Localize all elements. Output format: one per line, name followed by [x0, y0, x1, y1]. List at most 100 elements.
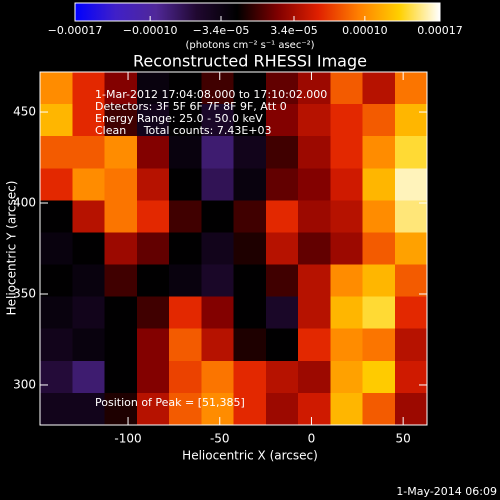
heatmap [40, 72, 428, 426]
heatmap-cell [298, 328, 331, 362]
colorbar-tick-label: −0.00010 [123, 24, 178, 37]
heatmap-cell [362, 264, 396, 298]
colorbar-tick-label: −0.00017 [48, 24, 103, 37]
annotation: Clean Total counts: 7.43E+03 [95, 124, 272, 137]
heatmap-cell [104, 72, 138, 105]
heatmap-cell [201, 328, 234, 362]
heatmap-cell [233, 72, 267, 105]
heatmap-cell [72, 360, 105, 394]
heatmap-cell [265, 136, 299, 169]
heatmap-cell [201, 232, 234, 266]
heatmap-cell [104, 232, 138, 266]
heatmap-cell [169, 136, 202, 169]
heatmap-cell [362, 392, 396, 426]
heatmap-cell [233, 360, 267, 394]
x-tick-label: 50 [396, 432, 411, 446]
heatmap-cell [72, 168, 105, 201]
heatmap-cell [265, 296, 299, 330]
heatmap-cell [330, 296, 363, 330]
heatmap-cell [201, 296, 234, 330]
heatmap-cell [104, 136, 138, 169]
heatmap-cell [72, 392, 105, 426]
heatmap-cell [136, 200, 170, 233]
heatmap-cell [72, 136, 105, 169]
heatmap-cell [40, 232, 73, 266]
heatmap-cell [394, 392, 428, 426]
heatmap-cell [104, 296, 138, 330]
heatmap-cell [233, 232, 267, 266]
heatmap-cell [201, 360, 234, 394]
heatmap-cell [394, 200, 428, 233]
heatmap-cell [136, 296, 170, 330]
heatmap-cell [298, 264, 331, 298]
colorbar-tick-label: 3.4e−05 [270, 24, 317, 37]
heatmap-cell [104, 200, 138, 233]
heatmap-cell [362, 72, 396, 105]
heatmap-cell [40, 328, 73, 362]
heatmap-cell [104, 168, 138, 201]
heatmap-cell [233, 328, 267, 362]
heatmap-cell [104, 328, 138, 362]
y-tick-label: 450 [13, 105, 36, 119]
heatmap-cell [265, 392, 299, 426]
heatmap-cell [394, 168, 428, 201]
x-tick-label: -100 [114, 432, 141, 446]
peak-label: Position of Peak = [51,385] [95, 396, 245, 409]
colorbar-label: (photons cm⁻² s⁻¹ asec⁻²) [185, 40, 314, 51]
heatmap-cell [362, 328, 396, 362]
heatmap-cell [362, 168, 396, 201]
heatmap-cell [104, 360, 138, 394]
x-tick-label: -50 [210, 432, 230, 446]
heatmap-cell [201, 200, 234, 233]
heatmap-cell [169, 264, 202, 298]
colorbar-tick-label: 0.00017 [417, 24, 463, 37]
heatmap-cell [136, 168, 170, 201]
heatmap-cell [72, 296, 105, 330]
heatmap-cell [233, 392, 267, 426]
heatmap-cell [362, 296, 396, 330]
heatmap-cell [298, 104, 331, 137]
heatmap-cell [330, 72, 363, 105]
heatmap-cell [394, 104, 428, 137]
annotation: 1-Mar-2012 17:04:08.000 to 17:10:02.000 [95, 88, 327, 101]
plot-frame [39, 71, 428, 426]
heatmap-cell [298, 200, 331, 233]
heatmap-cell [298, 392, 331, 426]
heatmap-cell [201, 104, 234, 137]
heatmap-cell [40, 168, 73, 201]
heatmap-cell [40, 104, 73, 137]
heatmap-cell [265, 264, 299, 298]
heatmap-cell [362, 200, 396, 233]
heatmap-cell [265, 360, 299, 394]
heatmap-cell [330, 168, 363, 201]
heatmap-cell [201, 264, 234, 298]
heatmap-cell [169, 232, 202, 266]
heatmap-cell [72, 200, 105, 233]
y-axis-label: Heliocentric Y (arcsec) [5, 181, 19, 316]
heatmap-cell [298, 72, 331, 105]
heatmap-cell [40, 392, 73, 426]
heatmap-cell [40, 136, 73, 169]
colorbar-tick-label: −3.4e−05 [193, 24, 250, 37]
heatmap-cell [136, 136, 170, 169]
heatmap-cell [394, 360, 428, 394]
heatmap-cell [298, 232, 331, 266]
heatmap-cell [233, 264, 267, 298]
heatmap-cell [169, 104, 202, 137]
heatmap-cell [394, 136, 428, 169]
y-tick-label: 300 [13, 377, 36, 391]
heatmap-cell [330, 232, 363, 266]
heatmap-cell [298, 136, 331, 169]
heatmap-cell [40, 264, 73, 298]
heatmap-cell [169, 392, 202, 426]
heatmap-cell [394, 328, 428, 362]
heatmap-cell [136, 72, 170, 105]
heatmap-cell [394, 72, 428, 105]
heatmap-cell [72, 72, 105, 105]
heatmap-cell [169, 296, 202, 330]
heatmap-cell [265, 168, 299, 201]
heatmap-cell [298, 168, 331, 201]
heatmap-cell [104, 392, 138, 426]
heatmap-cell [265, 72, 299, 105]
